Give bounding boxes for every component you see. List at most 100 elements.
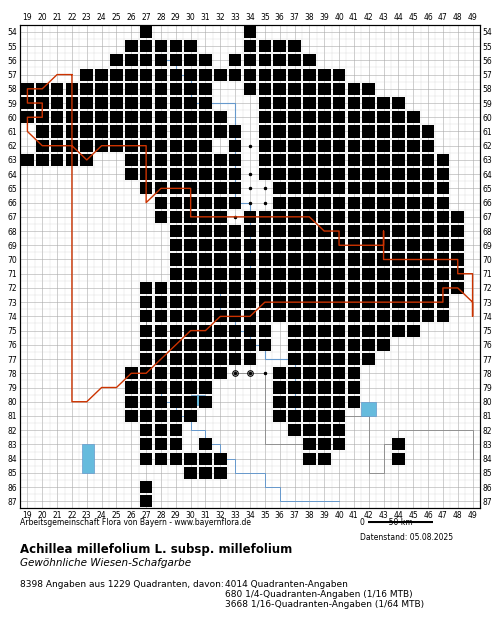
- Bar: [332, 282, 345, 294]
- Bar: [303, 197, 316, 209]
- Bar: [258, 296, 271, 308]
- Bar: [288, 324, 301, 337]
- Bar: [80, 140, 93, 152]
- Bar: [199, 239, 212, 251]
- Bar: [392, 97, 404, 109]
- Bar: [362, 197, 375, 209]
- Bar: [332, 125, 345, 138]
- Bar: [199, 282, 212, 294]
- Bar: [392, 282, 404, 294]
- Bar: [184, 82, 197, 95]
- Bar: [318, 381, 330, 394]
- Bar: [125, 82, 138, 95]
- Bar: [214, 339, 226, 351]
- Bar: [318, 97, 330, 109]
- Bar: [214, 211, 226, 223]
- Bar: [140, 282, 152, 294]
- Bar: [377, 239, 390, 251]
- Bar: [407, 225, 420, 237]
- Bar: [244, 225, 256, 237]
- Bar: [96, 97, 108, 109]
- Bar: [80, 154, 93, 166]
- Bar: [362, 324, 375, 337]
- Bar: [348, 182, 360, 195]
- Bar: [274, 182, 286, 195]
- Bar: [332, 254, 345, 265]
- Bar: [392, 438, 404, 451]
- Bar: [80, 69, 93, 81]
- Bar: [170, 69, 182, 81]
- Bar: [436, 168, 449, 180]
- Bar: [303, 140, 316, 152]
- Bar: [303, 268, 316, 280]
- Bar: [125, 168, 138, 180]
- Bar: [154, 140, 168, 152]
- Bar: [125, 396, 138, 408]
- Bar: [229, 69, 241, 81]
- Bar: [332, 154, 345, 166]
- Bar: [258, 82, 271, 95]
- Bar: [140, 140, 152, 152]
- Bar: [348, 268, 360, 280]
- Bar: [170, 140, 182, 152]
- Bar: [436, 254, 449, 265]
- Bar: [392, 324, 404, 337]
- Bar: [303, 239, 316, 251]
- Bar: [184, 467, 197, 479]
- Bar: [422, 282, 434, 294]
- Bar: [125, 40, 138, 52]
- Bar: [288, 381, 301, 394]
- Bar: [229, 140, 241, 152]
- Bar: [377, 311, 390, 322]
- Bar: [184, 97, 197, 109]
- Bar: [199, 268, 212, 280]
- Bar: [170, 339, 182, 351]
- Bar: [184, 140, 197, 152]
- Bar: [36, 82, 48, 95]
- Bar: [125, 125, 138, 138]
- Bar: [348, 239, 360, 251]
- Bar: [407, 111, 420, 123]
- Bar: [422, 268, 434, 280]
- Bar: [436, 211, 449, 223]
- Bar: [258, 282, 271, 294]
- Bar: [258, 140, 271, 152]
- Bar: [288, 140, 301, 152]
- Bar: [348, 197, 360, 209]
- Bar: [170, 182, 182, 195]
- Bar: [362, 254, 375, 265]
- Bar: [288, 254, 301, 265]
- Bar: [125, 55, 138, 66]
- Bar: [110, 55, 123, 66]
- Bar: [125, 97, 138, 109]
- Bar: [154, 367, 168, 379]
- Bar: [422, 211, 434, 223]
- Bar: [214, 197, 226, 209]
- Bar: [258, 40, 271, 52]
- Bar: [244, 82, 256, 95]
- Bar: [170, 282, 182, 294]
- Bar: [170, 40, 182, 52]
- Text: Datenstand: 05.08.2025: Datenstand: 05.08.2025: [360, 533, 453, 542]
- Bar: [184, 125, 197, 138]
- Bar: [199, 467, 212, 479]
- Bar: [244, 324, 256, 337]
- Bar: [303, 125, 316, 138]
- Bar: [140, 26, 152, 38]
- Bar: [184, 396, 197, 408]
- Bar: [318, 424, 330, 436]
- Bar: [170, 396, 182, 408]
- Bar: [362, 111, 375, 123]
- Bar: [436, 182, 449, 195]
- Bar: [214, 467, 226, 479]
- Bar: [377, 197, 390, 209]
- Bar: [332, 82, 345, 95]
- Bar: [332, 225, 345, 237]
- Bar: [244, 254, 256, 265]
- Bar: [21, 82, 34, 95]
- Bar: [170, 296, 182, 308]
- Bar: [140, 438, 152, 451]
- Bar: [274, 282, 286, 294]
- Bar: [154, 396, 168, 408]
- Bar: [348, 254, 360, 265]
